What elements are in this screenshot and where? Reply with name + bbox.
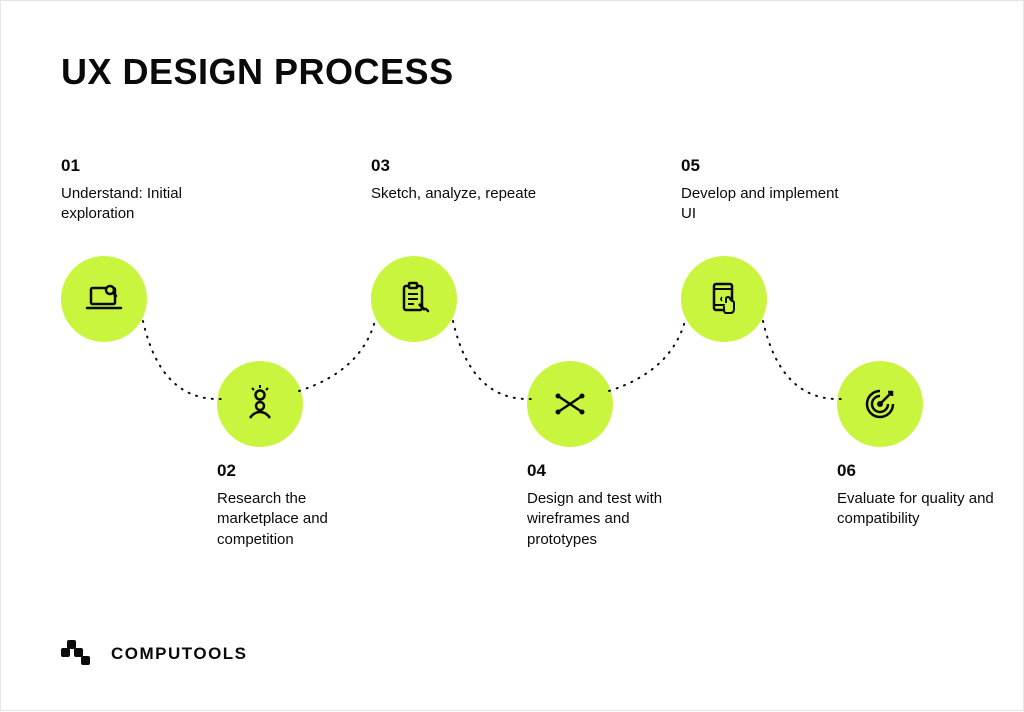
step-04-node [527, 361, 613, 447]
laptop-search-icon [84, 279, 124, 319]
step-label: Develop and implement UI [681, 184, 851, 225]
step-05-node [681, 256, 767, 342]
target-icon [860, 384, 900, 424]
step-05-text: 05 Develop and implement UI [681, 156, 851, 225]
cross-arrows-icon [550, 384, 590, 424]
step-label: Understand: Initial exploration [61, 184, 231, 225]
brand-name: COMPUTOOLS [111, 644, 248, 664]
clipboard-edit-icon [394, 279, 434, 319]
step-label: Evaluate for quality and compatibility [837, 489, 1007, 530]
connectors-layer [1, 1, 1024, 712]
step-num: 05 [681, 156, 851, 176]
step-label: Research the marketplace and competition [217, 489, 387, 550]
step-01-node [61, 256, 147, 342]
person-idea-icon [240, 384, 280, 424]
step-01-text: 01 Understand: Initial exploration [61, 156, 231, 225]
step-06-text: 06 Evaluate for quality and compatibilit… [837, 461, 1007, 530]
computools-mark-icon [61, 640, 101, 668]
step-num: 03 [371, 156, 541, 176]
step-label: Sketch, analyze, repeate [371, 184, 541, 204]
step-03-text: 03 Sketch, analyze, repeate [371, 156, 541, 204]
page-title: UX DESIGN PROCESS [61, 51, 454, 93]
step-04-text: 04 Design and test with wireframes and p… [527, 461, 697, 550]
step-02-node [217, 361, 303, 447]
step-num: 06 [837, 461, 1007, 481]
step-03-node [371, 256, 457, 342]
brand-logo: COMPUTOOLS [61, 640, 248, 668]
step-label: Design and test with wireframes and prot… [527, 489, 697, 550]
step-num: 02 [217, 461, 387, 481]
step-02-text: 02 Research the marketplace and competit… [217, 461, 387, 550]
step-num: 01 [61, 156, 231, 176]
tablet-tap-icon [704, 279, 744, 319]
step-06-node [837, 361, 923, 447]
step-num: 04 [527, 461, 697, 481]
